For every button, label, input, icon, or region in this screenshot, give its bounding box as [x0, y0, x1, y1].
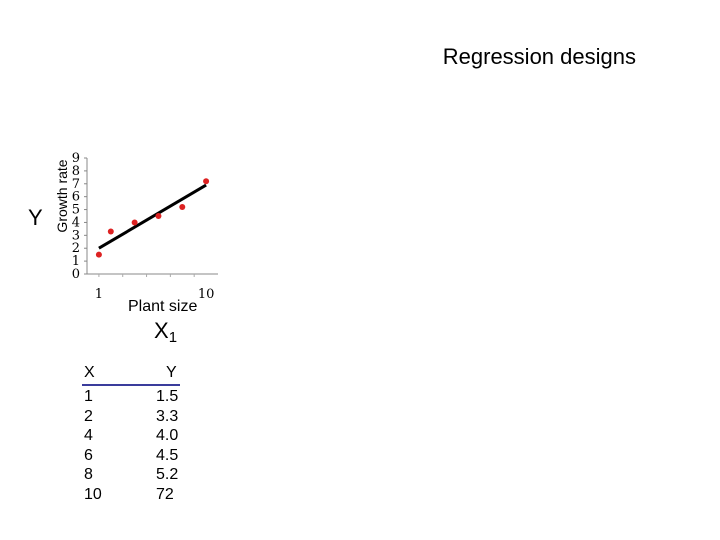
- table-cell-y: 1.5: [156, 388, 179, 405]
- table-cell-x: 1: [84, 388, 93, 405]
- table-header-y: Y: [166, 364, 177, 381]
- table-header-rule: [82, 384, 180, 386]
- x-variable-symbol: X1: [154, 318, 177, 346]
- y-tick-label: 0: [72, 267, 80, 282]
- x-axis-label: Plant size: [128, 298, 198, 315]
- table-row: 6 4.5: [82, 447, 180, 467]
- y-tick-label: 1: [72, 254, 80, 269]
- table-cell-x: 8: [84, 466, 93, 483]
- data-point: [95, 251, 102, 258]
- regression-line: [98, 183, 207, 250]
- y-tick-label: 5: [72, 203, 80, 218]
- slide-title: Regression designs: [442, 44, 636, 69]
- data-point: [155, 213, 162, 219]
- y-tick-label: 7: [72, 177, 80, 192]
- data-point: [203, 178, 210, 185]
- x-tick-label: 10: [198, 287, 215, 302]
- table-cell-x: 4: [84, 427, 93, 444]
- data-point: [131, 219, 138, 226]
- table-cell-x: 2: [84, 407, 93, 425]
- table-cell-y: 3.3: [156, 407, 179, 425]
- table-row: 2 3.3: [82, 408, 180, 428]
- table-cell-y: 72: [156, 485, 174, 503]
- y-tick-label: 2: [72, 241, 80, 256]
- table-header: X Y: [82, 364, 180, 384]
- y-variable-symbol: Y: [28, 205, 43, 230]
- data-point: [179, 203, 186, 210]
- table-cell-x: 10: [84, 485, 102, 503]
- y-tick-label: 9: [72, 151, 80, 166]
- data-point: [107, 228, 114, 235]
- table-row: 4 4.0: [82, 427, 180, 447]
- y-tick-label: 8: [72, 164, 80, 179]
- table-row: 10 72: [82, 486, 180, 506]
- table-cell-y: 4.5: [156, 446, 179, 464]
- y-tick-label: 6: [72, 190, 80, 205]
- table-cell-y: 4.0: [156, 427, 179, 444]
- x-tick-label: 1: [95, 287, 103, 302]
- x-symbol-subscript: 1: [168, 329, 178, 346]
- table-header-x: X: [84, 364, 95, 381]
- y-tick-label: 4: [72, 215, 80, 230]
- table-row: 8 5.2: [82, 466, 180, 486]
- table-cell-x: 6: [84, 446, 93, 464]
- y-tick-label: 3: [72, 228, 80, 243]
- data-table: X Y 1 1.5 2 3.3 4 4.0 6 4.5 8 5.2 10 72: [82, 364, 180, 505]
- table-cell-y: 5.2: [156, 466, 179, 483]
- table-row: 1 1.5: [82, 388, 180, 408]
- x-symbol-letter: X: [154, 318, 169, 343]
